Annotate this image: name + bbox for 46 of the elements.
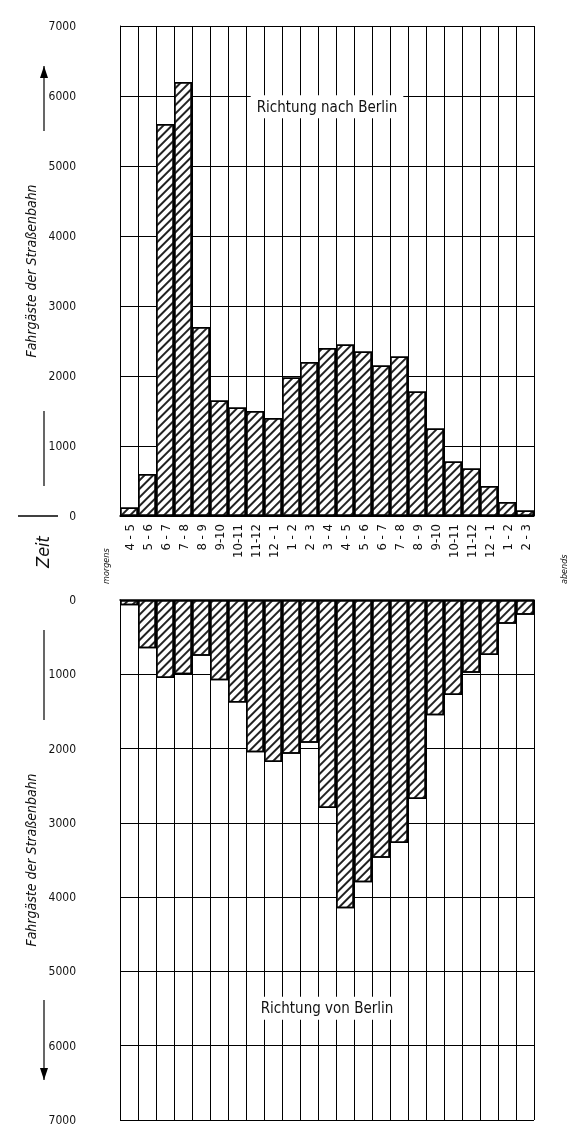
- x-tick-label: 8 - 9: [193, 524, 209, 551]
- annotation: Richtung von Berlin: [260, 999, 394, 1018]
- x-tick-label: 12 - 1: [481, 524, 497, 558]
- x-tick-label: 10-11: [229, 524, 245, 558]
- x-tick-label: 4 - 5: [121, 524, 137, 551]
- x-tick-label: 12 - 1: [265, 524, 281, 558]
- x-tick-label: 6 - 7: [157, 524, 173, 551]
- x-tick-label: 9-10: [427, 524, 443, 551]
- x-tick-label: 10-11: [445, 524, 461, 558]
- y-tick-label: 0: [69, 509, 77, 523]
- y-tick-label: 7000: [48, 19, 77, 33]
- x-tick-label: 7 - 8: [175, 524, 191, 551]
- text: morgens: [101, 547, 111, 584]
- x-tick-label: 4 - 5: [337, 524, 353, 551]
- y-axis-title: Fahrgäste der Straßenbahn: [22, 184, 39, 358]
- y-tick-label: 1000: [48, 439, 77, 453]
- x-tick-label: 1 - 2: [499, 524, 515, 551]
- x-tick-label: 2 - 3: [301, 524, 317, 551]
- text: Zeit: [31, 535, 53, 569]
- y-tick-label: 5000: [48, 159, 77, 173]
- x-tick-label: 8 - 9: [409, 524, 425, 551]
- y-tick-label: 4000: [48, 890, 77, 905]
- y-tick-label: 1000: [48, 667, 77, 682]
- y-tick-label: 0: [69, 593, 77, 607]
- x-tick-label: 11-12: [247, 524, 263, 558]
- y-tick-label: 7000: [48, 1113, 77, 1127]
- x-tick-label: 5 - 6: [139, 524, 155, 551]
- x-tick-label: 2 - 3: [517, 524, 533, 551]
- x-tick-label: 6 - 7: [373, 524, 389, 551]
- y-tick-label: 2000: [48, 369, 77, 383]
- y-axis-title: Fahrgäste der Straßenbahn: [22, 773, 39, 947]
- x-tick-label: 3 - 4: [319, 524, 335, 551]
- y-tick-label: 2000: [48, 741, 77, 756]
- y-tick-label: 3000: [48, 299, 77, 313]
- x-tick-label: 5 - 6: [355, 524, 371, 551]
- y-tick-label: 6000: [48, 1038, 77, 1053]
- x-tick-label: 11-12: [463, 524, 479, 558]
- y-tick-label: 4000: [48, 229, 77, 243]
- y-tick-label: 6000: [48, 89, 77, 103]
- x-tick-label: 1 - 2: [283, 524, 299, 551]
- y-tick-label: 3000: [48, 815, 77, 830]
- annotation: Richtung nach Berlin: [256, 97, 398, 116]
- x-tick-label: 9-10: [211, 524, 227, 551]
- x-tick-label: 7 - 8: [391, 524, 407, 551]
- text: abends: [559, 553, 569, 584]
- y-tick-label: 5000: [48, 964, 77, 979]
